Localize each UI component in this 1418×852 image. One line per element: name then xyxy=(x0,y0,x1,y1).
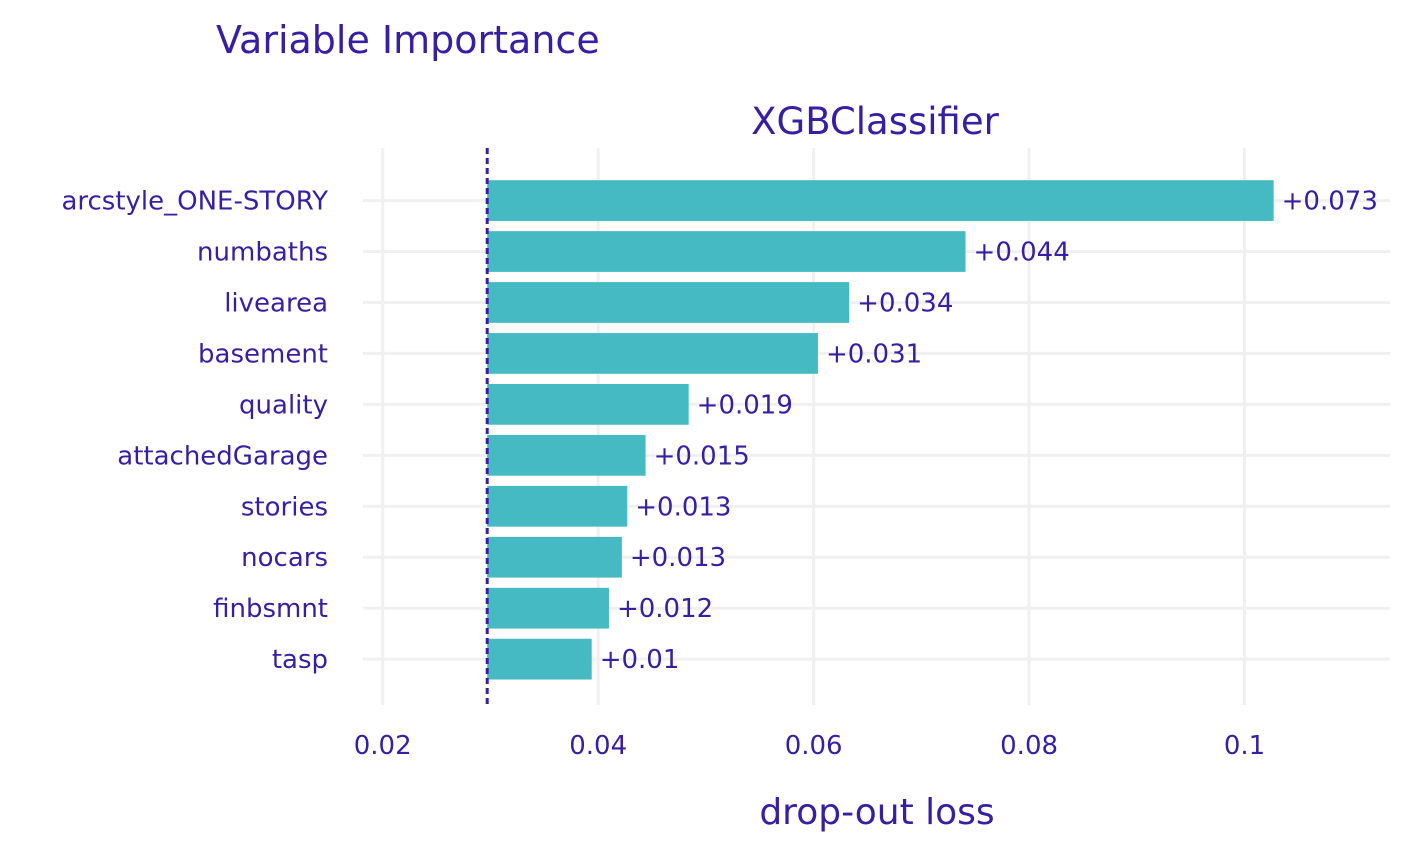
x-tick-label-2: 0.06 xyxy=(785,731,843,761)
y-tick-label-9: tasp xyxy=(272,645,328,675)
bar-value-label-3: +0.031 xyxy=(826,339,922,369)
bar-value-label-9: +0.01 xyxy=(600,645,680,675)
y-tick-labels: arcstyle_ONE-STORY numbaths livearea baseme… xyxy=(61,187,328,676)
bar-1 xyxy=(487,231,966,272)
bar-value-label-0: +0.073 xyxy=(1282,187,1378,217)
y-tick-label-4: quality xyxy=(239,390,328,420)
y-tick-label-6: stories xyxy=(241,492,328,522)
y-tick-label-1: numbaths xyxy=(197,238,328,268)
bar-7 xyxy=(487,536,622,578)
bar-3 xyxy=(487,333,818,374)
x-tick-label-0: 0.02 xyxy=(354,731,412,761)
x-axis-label: drop-out loss xyxy=(759,792,994,833)
bar-6 xyxy=(487,485,628,527)
y-tick-label-7: nocars xyxy=(241,543,328,573)
bar-8 xyxy=(487,587,609,629)
x-tick-labels: 0.02 0.04 0.06 0.08 0.1 xyxy=(354,731,1265,761)
x-tick-label-4: 0.1 xyxy=(1224,731,1265,761)
bar-value-label-5: +0.015 xyxy=(654,441,750,471)
bar-value-label-1: +0.044 xyxy=(974,238,1070,268)
bar-0 xyxy=(487,180,1274,221)
y-tick-label-5: attachedGarage xyxy=(117,441,328,471)
y-tick-label-0: arcstyle_ONE-STORY xyxy=(61,187,328,217)
bar-5 xyxy=(487,434,646,476)
bar-9 xyxy=(487,638,592,680)
bar-value-label-2: +0.034 xyxy=(857,288,953,318)
chart-title: Variable Importance xyxy=(216,18,600,62)
bars xyxy=(487,180,1274,680)
y-tick-label-8: finbsmnt xyxy=(213,594,328,624)
bar-value-label-7: +0.013 xyxy=(630,543,726,573)
bar-2 xyxy=(487,282,850,323)
x-tick-label-1: 0.04 xyxy=(569,731,627,761)
bar-4 xyxy=(487,384,689,425)
x-tick-label-3: 0.08 xyxy=(1000,731,1058,761)
y-tick-label-2: livearea xyxy=(224,288,328,318)
bar-value-label-8: +0.012 xyxy=(617,594,713,624)
bar-labels: +0.073 +0.044 +0.034 +0.031 +0.019 +0.015 +0.0… xyxy=(600,187,1378,676)
y-tick-label-3: basement xyxy=(198,339,328,369)
bar-value-label-6: +0.013 xyxy=(635,492,731,522)
bar-value-label-4: +0.019 xyxy=(697,390,793,420)
chart-subtitle: XGBClassifier xyxy=(751,100,999,143)
